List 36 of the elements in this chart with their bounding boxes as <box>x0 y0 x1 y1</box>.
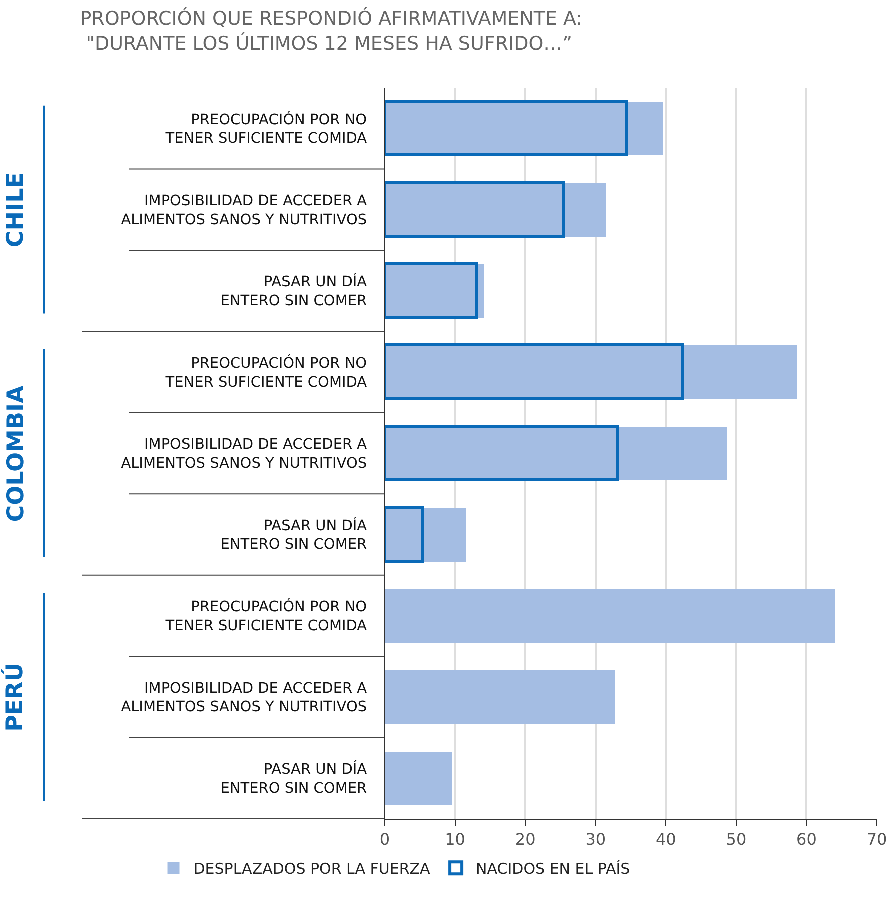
y-tick-label: PASAR UN DÍA ENTERO SIN COMER <box>220 272 368 310</box>
text: COLOMBIA <box>3 385 30 522</box>
x-tick-label: 40 <box>656 830 676 850</box>
x-tick-label: 70 <box>866 830 888 850</box>
legend-label: DESPLAZADOS POR LA FUERZA <box>194 860 432 878</box>
y-tick-label: PASAR UN DÍA ENTERO SIN COMER <box>220 760 368 797</box>
y-tick-label: PREOCUPACIÓN POR NO TENER SUFICIENTE COMIDA <box>164 598 368 634</box>
bar <box>385 427 727 480</box>
legend-label: NACIDOS EN EL PAÍS <box>476 860 630 878</box>
y-tick-label: PASAR UN DÍA ENTERO SIN COMER <box>220 516 368 554</box>
y-tick-label: PREOCUPACIÓN POR NO TENER SUFICIENTE COMIDA <box>164 110 368 148</box>
chart-title: PROPORCIÓN QUE RESPONDIÓ AFIRMATIVAMENTE A: "DURANTE LOS ÚLTIMOS 12 MESES HA SUFRIDO…” <box>80 7 583 55</box>
bar <box>385 752 452 805</box>
y-tick-label: PREOCUPACIÓN POR NO TENER SUFICIENTE COMIDA <box>164 354 368 391</box>
bar <box>385 506 424 563</box>
y-tick-label: IMPOSIBILIDAD DE ACCEDER A ALIMENTOS SANOS Y NUTRITIVOS <box>121 680 368 716</box>
x-tick-label: 30 <box>586 830 606 850</box>
x-tick-label: 60 <box>796 830 817 850</box>
bar <box>385 181 565 238</box>
bar <box>385 102 663 155</box>
bar <box>385 425 619 481</box>
y-tick-label: IMPOSIBILIDAD DE ACCEDER A ALIMENTOS SANOS Y NUTRITIVOS <box>121 437 368 472</box>
x-tick-label: 0 <box>380 830 390 850</box>
bar <box>385 508 466 562</box>
bar <box>385 100 628 156</box>
bar <box>385 343 684 400</box>
bar <box>385 345 797 399</box>
text: CHILE <box>2 172 29 248</box>
text: PERÚ <box>0 662 29 732</box>
bar <box>385 183 606 237</box>
x-tick-label: 50 <box>726 830 747 850</box>
x-tick-label: 10 <box>445 830 466 850</box>
y-tick-label: IMPOSIBILIDAD DE ACCEDER A ALIMENTOS SANOS Y NUTRITIVOS <box>121 193 368 228</box>
bar <box>385 589 835 643</box>
x-tick-label: 20 <box>515 830 536 850</box>
bar <box>385 670 615 724</box>
